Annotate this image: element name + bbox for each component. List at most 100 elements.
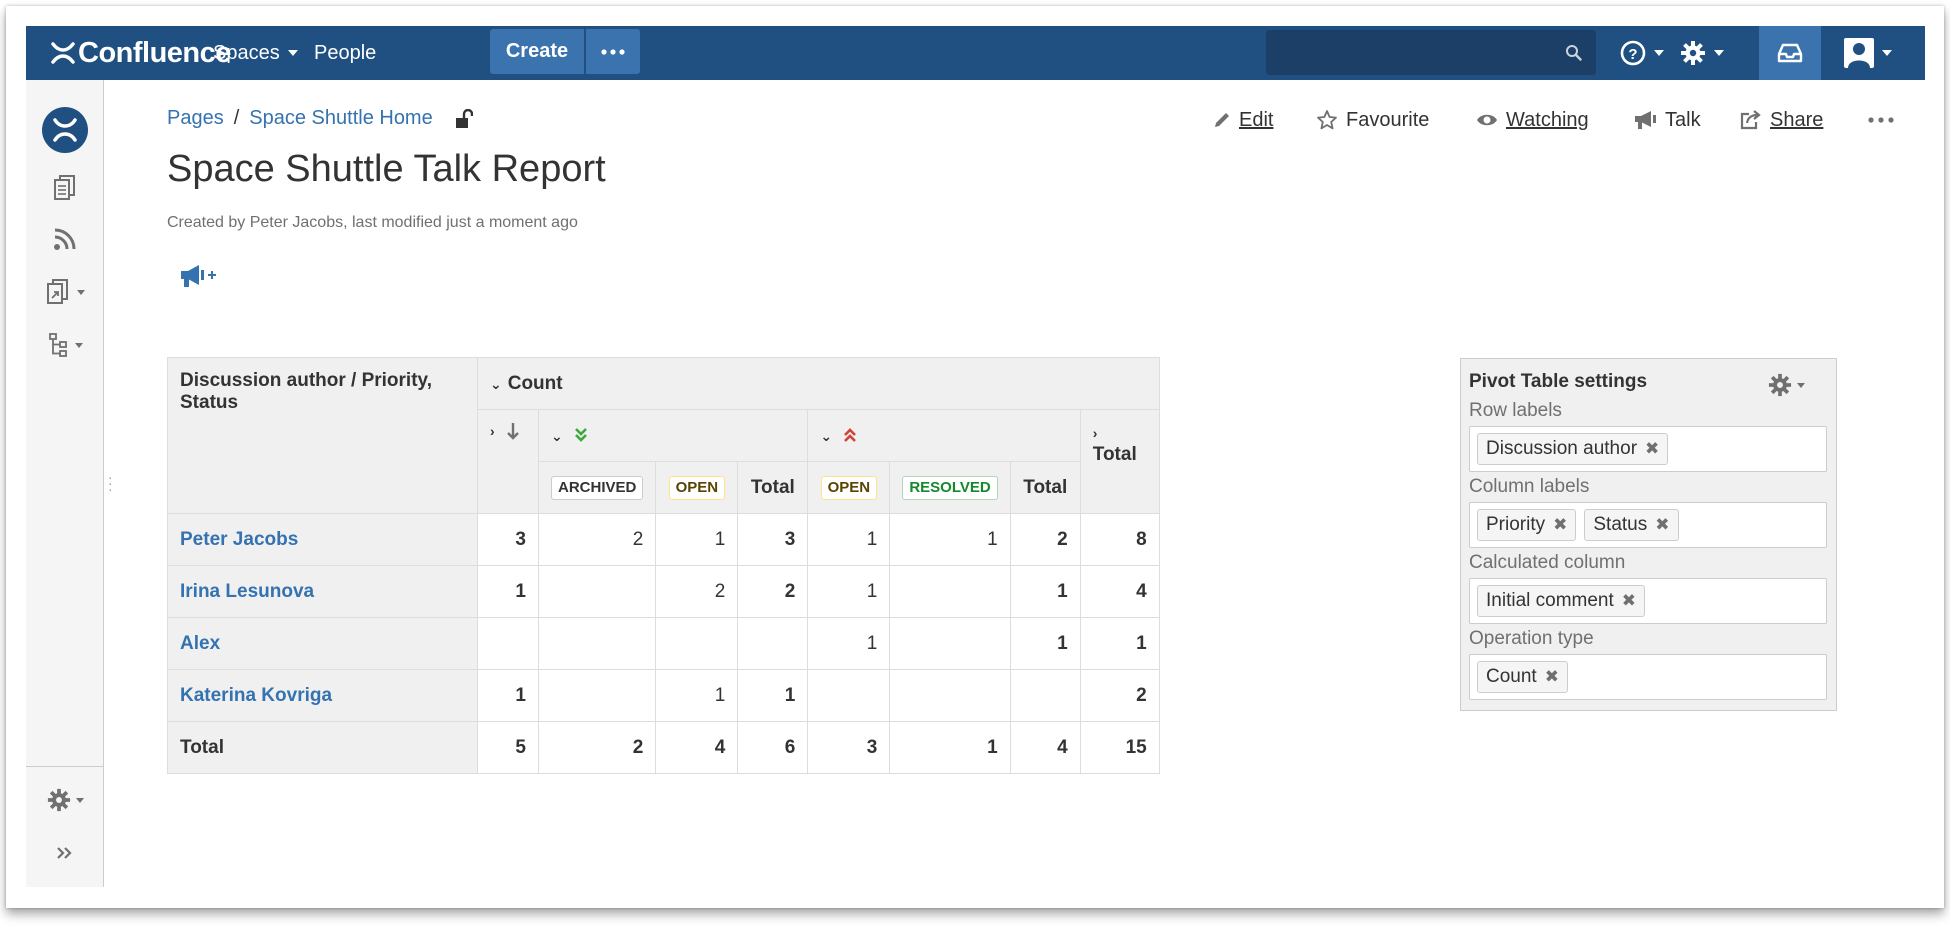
chip-label: Count <box>1486 666 1537 687</box>
create-button-label: Create <box>505 40 569 62</box>
cell-medium-archived <box>537 669 657 722</box>
pivot-settings-menu[interactable] <box>1768 373 1805 397</box>
sidebar-blog[interactable] <box>26 227 104 251</box>
star-icon <box>1317 110 1337 130</box>
operation-type-chip[interactable]: Count ✖ <box>1477 661 1568 693</box>
sidebar-shortcuts[interactable] <box>26 278 104 306</box>
cell-low: 3 <box>477 513 539 566</box>
author-link[interactable]: Alex <box>180 632 221 654</box>
remove-icon[interactable]: ✖ <box>1553 515 1568 534</box>
remove-icon[interactable]: ✖ <box>1544 667 1559 686</box>
sidebar-resize-handle[interactable]: · · · <box>108 469 113 497</box>
nav-spaces[interactable]: Spaces <box>213 26 298 80</box>
calculated-column-chip[interactable]: Initial comment ✖ <box>1477 585 1646 617</box>
edit-button[interactable]: Edit <box>1213 104 1273 136</box>
remove-icon[interactable]: ✖ <box>1655 515 1670 534</box>
remove-icon[interactable]: ✖ <box>1645 439 1660 458</box>
more-actions-button[interactable] <box>1868 104 1902 136</box>
cell-high-total: 2 <box>1009 513 1081 566</box>
operation-type-field[interactable]: Count ✖ <box>1469 654 1827 700</box>
unlocked-icon[interactable] <box>455 108 473 129</box>
sidebar-tree[interactable] <box>26 332 104 358</box>
sidebar-divider <box>26 766 104 767</box>
remove-icon[interactable]: ✖ <box>1621 591 1637 610</box>
priority-high-header[interactable]: ⌄ <box>807 409 1081 462</box>
create-more-button[interactable] <box>586 29 640 74</box>
space-logo[interactable] <box>26 106 104 154</box>
row-author: Katerina Kovriga <box>167 669 478 722</box>
chevron-down-icon <box>1714 50 1724 56</box>
author-link[interactable]: Irina Lesunova <box>180 580 315 602</box>
author-link[interactable]: Peter Jacobs <box>180 528 299 550</box>
chevron-down-icon <box>75 797 84 803</box>
cell-grand-total: 15 <box>1079 721 1160 774</box>
gear-icon <box>47 788 70 812</box>
share-icon <box>1740 110 1761 130</box>
column-label-chip[interactable]: Priority ✖ <box>1477 509 1577 541</box>
breadcrumb-pages[interactable]: Pages <box>167 107 224 129</box>
table-row: Peter Jacobs 3 2 1 3 1 1 2 8 <box>167 513 1160 566</box>
cell-medium-archived: 2 <box>537 513 657 566</box>
cell-medium-open: 1 <box>655 513 739 566</box>
cell-high-total: 4 <box>1009 721 1081 774</box>
sidebar-pages[interactable] <box>26 174 104 202</box>
page-tree-icon <box>48 333 67 357</box>
row-labels-field[interactable]: Discussion author ✖ <box>1469 426 1827 472</box>
cell-medium-total: 2 <box>737 565 809 618</box>
cell-high-resolved: 1 <box>889 721 1011 774</box>
priority-medium-header[interactable]: ⌄ <box>537 409 809 462</box>
chevron-down-icon: ⌄ <box>490 375 502 392</box>
space-sidebar <box>26 80 104 887</box>
breadcrumb-space-home[interactable]: Space Shuttle Home <box>249 107 433 129</box>
cell-row-total: 2 <box>1079 669 1160 722</box>
cell-high-open: 1 <box>807 565 891 618</box>
favourite-button[interactable]: Favourite <box>1316 104 1429 136</box>
chevron-right-icon: › <box>490 423 495 439</box>
count-header[interactable]: ⌄ Count <box>477 357 1160 410</box>
workbox-button[interactable] <box>1759 26 1821 80</box>
grand-total-header[interactable]: › Total <box>1079 409 1160 514</box>
medium-total-header: Total <box>737 461 809 514</box>
space-tools-button[interactable] <box>26 788 104 812</box>
cell-high-total: 1 <box>1009 565 1081 618</box>
cell-high-resolved <box>889 565 1011 618</box>
cell-medium-open: 1 <box>655 669 739 722</box>
shortcut-pages-icon <box>46 279 68 304</box>
cell-high-open: 1 <box>807 513 891 566</box>
add-talk-button[interactable] <box>179 262 219 295</box>
user-menu[interactable] <box>1844 26 1892 80</box>
breadcrumb: Pages / Space Shuttle Home <box>167 107 473 130</box>
chip-label: Discussion author <box>1486 438 1638 459</box>
confluence-logo[interactable]: Confluence <box>50 26 231 80</box>
row-label-chip[interactable]: Discussion author ✖ <box>1477 433 1669 465</box>
gear-icon <box>1768 373 1792 397</box>
nav-spaces-label: Spaces <box>213 41 280 64</box>
page-byline: Created by Peter Jacobs, last modified j… <box>167 214 578 231</box>
talk-label: Talk <box>1665 108 1701 131</box>
search-input[interactable] <box>1266 30 1596 75</box>
status-open-header: OPEN <box>655 461 739 514</box>
talk-button[interactable]: Talk <box>1633 104 1701 136</box>
operation-type-label: Operation type <box>1469 628 1594 649</box>
cell-medium-total: 3 <box>737 513 809 566</box>
cell-medium-archived <box>537 617 657 670</box>
settings-menu[interactable] <box>1680 26 1724 80</box>
column-label-chip[interactable]: Status ✖ <box>1584 509 1679 541</box>
megaphone-plus-icon <box>181 265 216 287</box>
help-menu[interactable]: ? <box>1620 26 1664 80</box>
high-total-header: Total <box>1009 461 1081 514</box>
page-actions: Edit Favourite Watching Talk <box>26 104 1925 136</box>
create-button[interactable]: Create <box>490 29 584 74</box>
watching-button[interactable]: Watching <box>1476 104 1589 136</box>
share-button[interactable]: Share <box>1740 104 1823 136</box>
cell-medium-open: 2 <box>655 565 739 618</box>
chevron-down-icon <box>287 50 298 56</box>
nav-people-label: People <box>314 41 377 64</box>
open-lozenge: OPEN <box>668 475 726 500</box>
column-labels-field[interactable]: Priority ✖ Status ✖ <box>1469 502 1827 548</box>
nav-people[interactable]: People <box>314 26 376 80</box>
expand-sidebar-button[interactable] <box>26 846 104 860</box>
priority-low-header[interactable]: › <box>477 409 539 514</box>
calculated-column-field[interactable]: Initial comment ✖ <box>1469 578 1827 624</box>
author-link[interactable]: Katerina Kovriga <box>180 684 333 706</box>
